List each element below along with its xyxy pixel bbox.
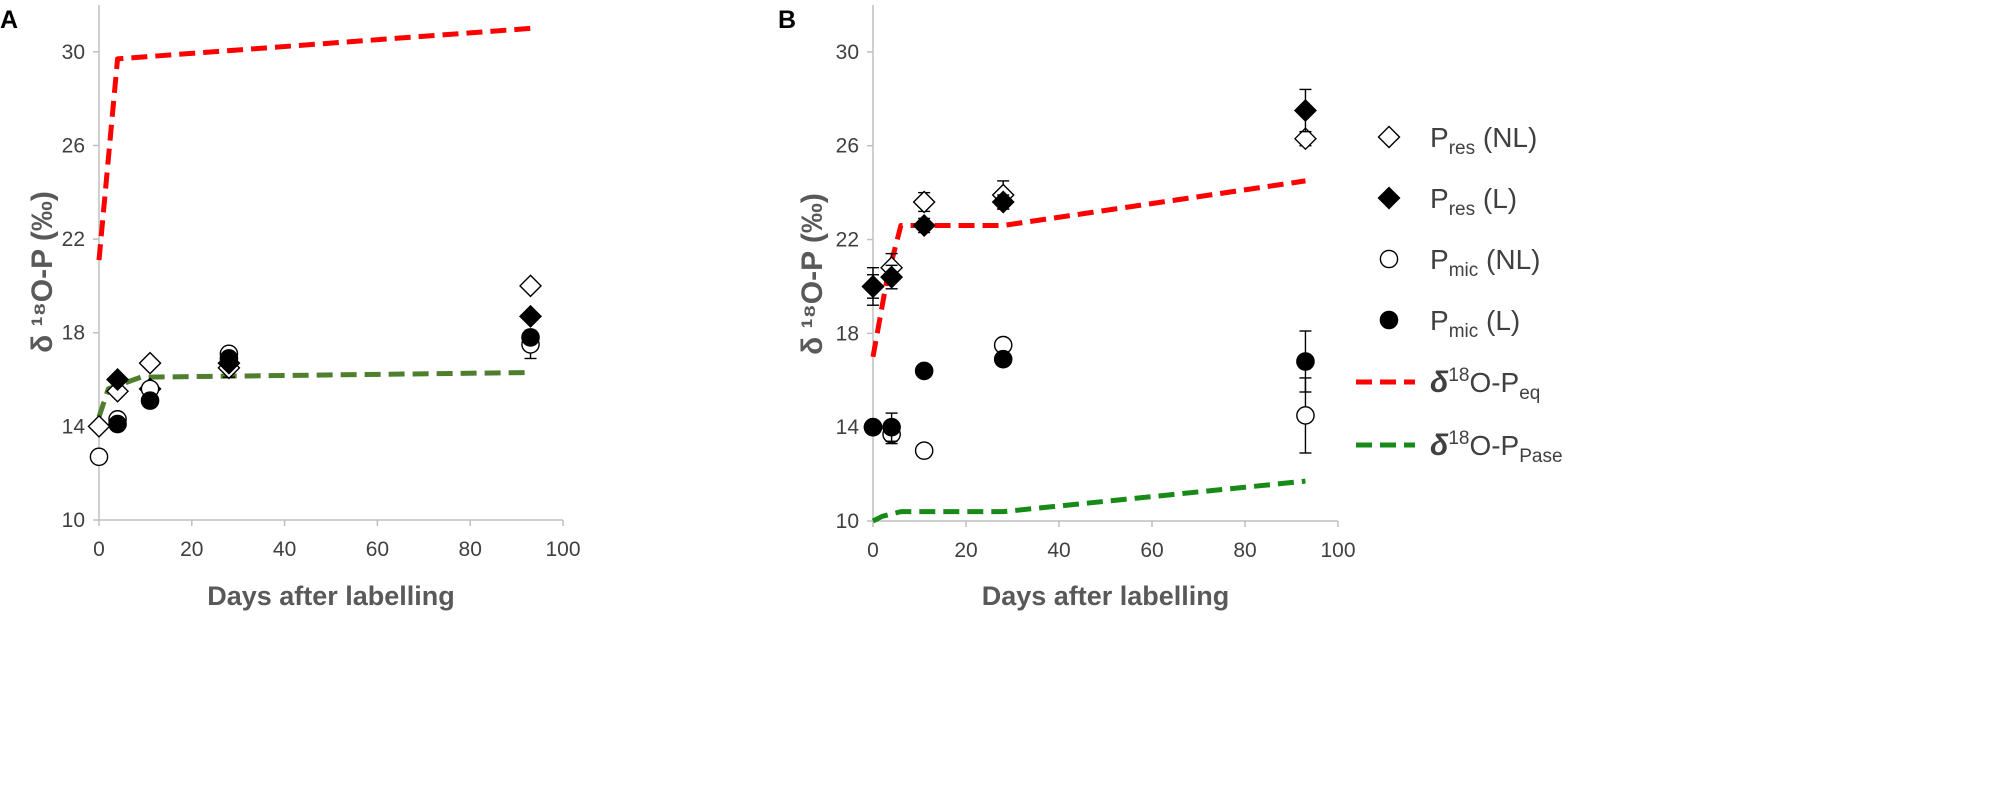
y-tick-label: 14	[836, 416, 860, 439]
series-line	[96, 370, 531, 418]
y-axis-label: δ ¹⁸O-P (‰)	[26, 191, 59, 353]
series-line	[870, 178, 1306, 358]
legend-sub: Pase	[1519, 446, 1562, 467]
legend-main: P	[1430, 305, 1449, 336]
series-line	[871, 478, 1306, 524]
data-point	[1293, 127, 1317, 151]
data-point	[89, 447, 109, 467]
legend-suffix: (L)	[1478, 305, 1520, 336]
x-tick-label: 60	[366, 538, 389, 561]
data-point	[521, 328, 540, 347]
legend-sub: res	[1449, 138, 1475, 159]
legend-main: P	[1430, 122, 1449, 153]
x-tick-label: 0	[93, 538, 105, 561]
data-point	[1296, 352, 1315, 371]
x-tick-label: 20	[180, 538, 203, 561]
legend-main: O-P	[1469, 430, 1519, 461]
legend-suffix: (NL)	[1478, 244, 1540, 275]
panel-b: B 10 14 18 22 26 30 0 20 40 60 80 100 Days after labe…	[778, 5, 1356, 611]
x-axis-label: Days after labelling	[207, 581, 455, 611]
legend-sub: mic	[1449, 260, 1479, 281]
legend-suffix: (L)	[1475, 183, 1517, 214]
x-tick-label: 0	[867, 539, 879, 562]
data-point	[519, 274, 543, 298]
legend-label: Pres (L)	[1430, 183, 1517, 220]
x-tick-label: 100	[1320, 539, 1355, 562]
data-point	[87, 414, 111, 438]
x-axis-label: Days after labelling	[982, 581, 1230, 611]
data-point	[993, 349, 1013, 369]
x-tick-label: 80	[459, 538, 482, 561]
data-point	[863, 417, 883, 437]
data-point	[138, 351, 162, 375]
data-point	[882, 417, 901, 437]
legend-main: P	[1430, 183, 1449, 214]
legend-label: Pmic (L)	[1430, 305, 1520, 342]
y-tick-label: 18	[836, 322, 859, 345]
data-point	[1296, 406, 1315, 425]
data-point	[106, 368, 130, 392]
y-tick-label: 10	[62, 509, 85, 532]
y-tick-label: 30	[62, 41, 85, 64]
data-point	[914, 361, 934, 381]
legend-delta: δ	[1430, 429, 1449, 462]
panel-a: A 10 14 18 22 26 30 0 20 40 60 80 100 Days after labe…	[0, 5, 581, 611]
legend-sup: 18	[1448, 428, 1469, 449]
legend-delta: δ	[1430, 366, 1449, 399]
y-tick-label: 10	[836, 510, 859, 533]
panel-letter: B	[778, 6, 796, 34]
data-point	[140, 391, 160, 410]
legend-main: P	[1430, 244, 1449, 275]
legend-sub: res	[1449, 199, 1475, 220]
y-tick-label: 26	[62, 134, 85, 157]
panel-letter: A	[0, 6, 18, 34]
data-point	[861, 274, 885, 298]
data-point	[106, 379, 130, 403]
y-tick-label: 26	[836, 135, 859, 158]
legend-label: δ18O-Peq	[1430, 365, 1540, 404]
legend-swatch	[1379, 249, 1399, 269]
data-point	[880, 265, 904, 289]
data-point	[108, 414, 127, 434]
x-tick-label: 40	[1047, 539, 1070, 562]
legend-sup: 18	[1448, 365, 1469, 386]
y-axis-label: δ ¹⁸O-P (‰)	[796, 193, 829, 355]
x-tick-label: 40	[273, 538, 296, 561]
legend: Pres (NL)Pres (L)Pmic (NL)Pmic (L)δ18O-P…	[1356, 122, 1563, 467]
legend-label: Pres (NL)	[1430, 122, 1537, 159]
legend-swatch	[1379, 310, 1399, 330]
x-tick-label: 60	[1140, 539, 1163, 562]
y-tick-label: 14	[62, 415, 86, 438]
data-point	[219, 349, 239, 368]
series-line	[96, 25, 531, 261]
legend-label: δ18O-PPase	[1430, 428, 1563, 467]
legend-sub: eq	[1519, 383, 1540, 404]
legend-swatch	[1377, 125, 1401, 149]
data-point	[1293, 99, 1317, 123]
legend-main: O-P	[1469, 367, 1519, 398]
data-point	[912, 213, 936, 237]
legend-sub: mic	[1449, 321, 1479, 342]
x-tick-label: 20	[954, 539, 977, 562]
x-tick-label: 100	[545, 538, 580, 561]
data-point	[519, 304, 543, 328]
y-tick-label: 22	[62, 228, 85, 251]
legend-label: Pmic (NL)	[1430, 244, 1540, 281]
legend-suffix: (NL)	[1475, 122, 1537, 153]
data-point	[912, 190, 936, 214]
y-tick-label: 22	[836, 229, 859, 252]
y-tick-label: 18	[62, 322, 85, 345]
x-tick-label: 80	[1233, 539, 1256, 562]
y-tick-label: 30	[836, 41, 859, 64]
legend-swatch	[1377, 186, 1401, 210]
data-point	[914, 441, 934, 460]
data-point	[991, 190, 1015, 214]
